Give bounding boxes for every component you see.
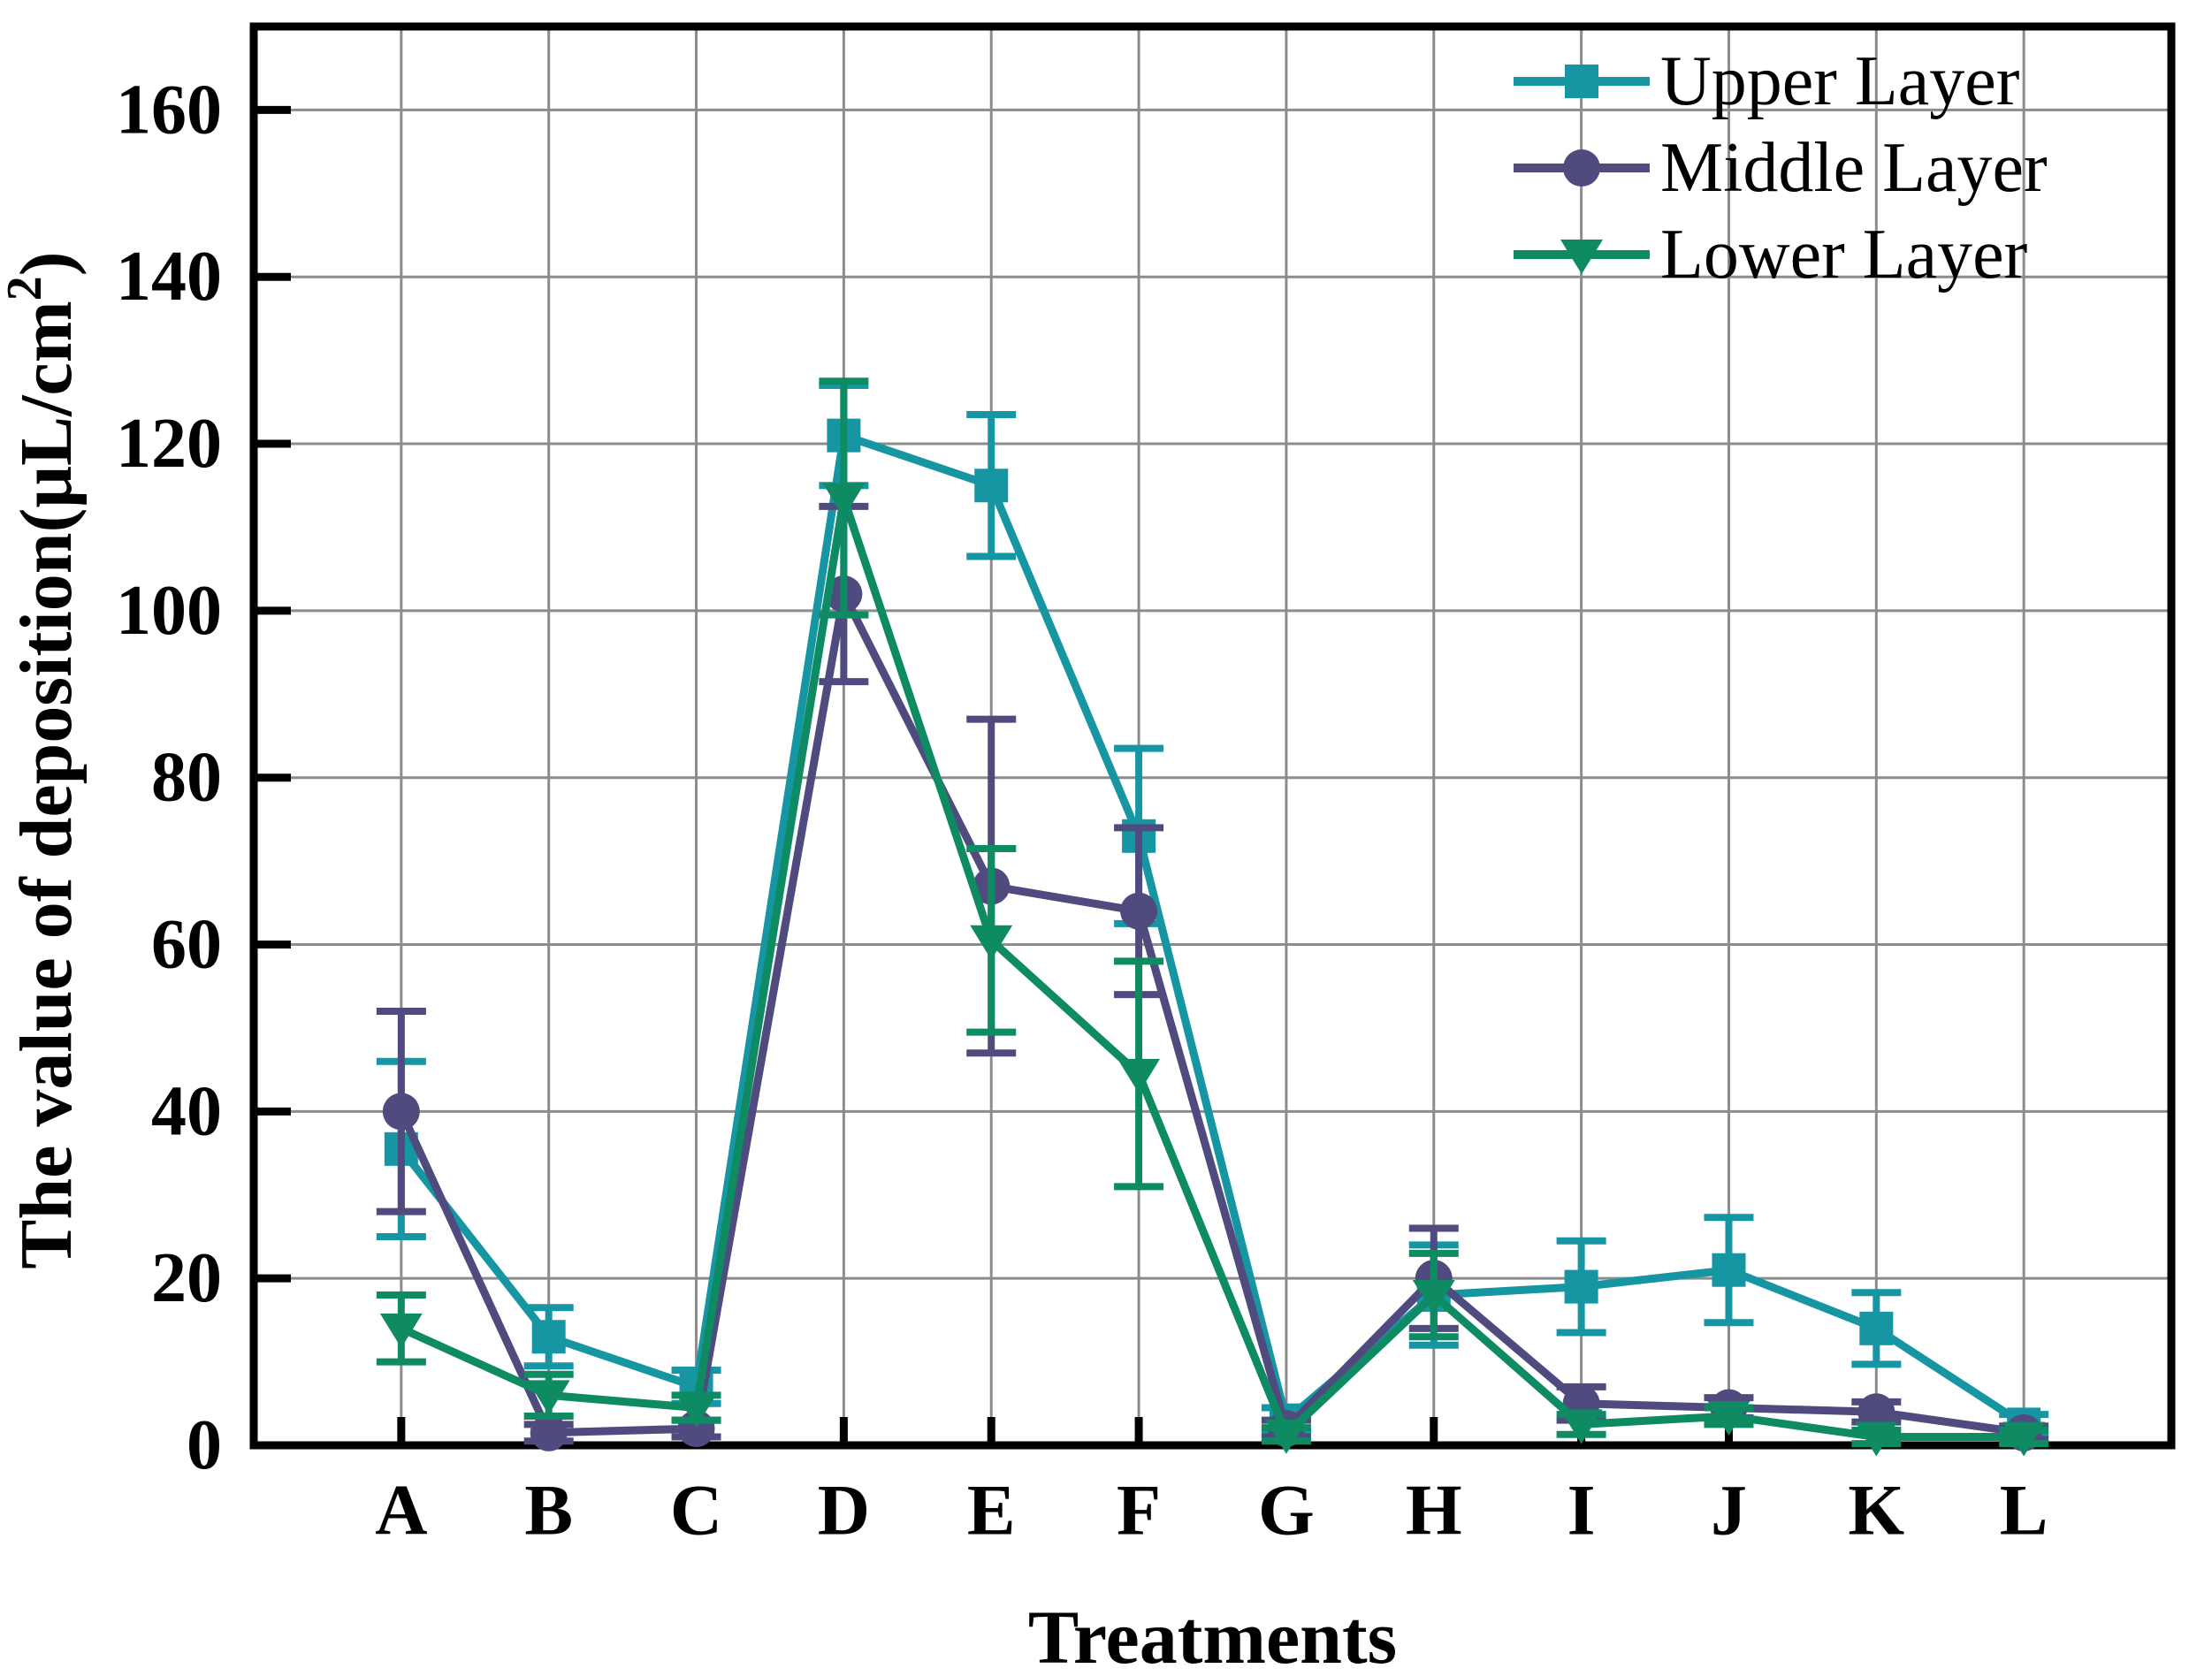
data-point-lower-layer [379,1313,423,1348]
data-point-middle-layer [530,1413,568,1451]
data-point-lower-layer [1560,1409,1603,1444]
data-point-middle-layer [1857,1393,1895,1431]
y-tick-label: 80 [151,739,222,817]
x-category-label: E [967,1470,1016,1550]
legend-marker-lower-layer [1560,240,1603,274]
x-category-label: C [670,1470,722,1550]
x-category-label: I [1567,1470,1596,1550]
plot-border [249,22,2176,1450]
y-tick-label: 60 [151,906,222,984]
data-point-lower-layer [2002,1421,2046,1457]
legend-marker-middle-layer [1563,149,1600,187]
y-tick-label: 100 [116,572,222,650]
series-line-lower-layer [399,497,2025,1442]
data-point-upper-layer [531,1320,566,1354]
data-point-upper-layer [1564,1269,1598,1304]
data-point-middle-layer [382,1093,420,1131]
y-tick-label: 0 [187,1406,222,1484]
y-tick-label: 120 [116,405,222,483]
legend-label-middle-layer: Middle Layer [1660,129,2048,207]
x-axis-title: Treatments [1028,1595,1397,1676]
y-tick-label: 160 [116,71,222,149]
data-point-lower-layer [822,483,866,518]
y-tick-label: 40 [151,1072,222,1150]
legend-label-upper-layer: Upper Layer [1660,42,2019,120]
x-category-label: J [1711,1470,1747,1550]
data-point-lower-layer [527,1380,570,1415]
y-axis-title: The value of deposition(μL/cm2) [0,251,88,1268]
x-category-label: K [1848,1470,1904,1550]
data-point-lower-layer [1707,1400,1751,1436]
data-point-lower-layer [970,925,1013,960]
legend-marker-upper-layer [1565,65,1598,98]
data-point-middle-layer [1120,892,1158,930]
y-tick-label: 140 [116,238,222,316]
data-point-upper-layer [1712,1253,1746,1287]
y-tick-label: 20 [151,1239,222,1317]
data-point-lower-layer [1412,1280,1455,1315]
series-line-upper-layer [398,430,2026,1428]
legend-label-lower-layer: Lower Layer [1660,216,2027,293]
x-category-label: A [375,1470,427,1550]
data-point-lower-layer [675,1392,718,1428]
x-category-label: H [1406,1470,1462,1550]
data-point-lower-layer [1264,1419,1308,1454]
x-category-label: G [1258,1470,1315,1550]
data-point-upper-layer [1859,1311,1894,1345]
data-point-lower-layer [1855,1421,1898,1457]
x-category-label: L [2000,1470,2048,1550]
x-category-label: D [818,1470,870,1550]
x-category-label: B [524,1470,573,1550]
data-point-lower-layer [1117,1058,1161,1093]
data-point-upper-layer [974,469,1009,503]
x-category-label: F [1117,1470,1161,1550]
